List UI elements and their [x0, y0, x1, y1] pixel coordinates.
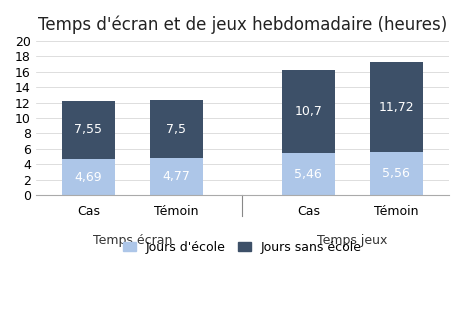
Bar — [150, 158, 202, 195]
Text: 4,77: 4,77 — [162, 171, 190, 183]
Bar — [369, 153, 422, 195]
Text: Temps jeux: Temps jeux — [316, 234, 387, 247]
Bar — [62, 101, 115, 159]
Bar — [282, 70, 334, 153]
Title: Temps d'écran et de jeux hebdomadaire (heures): Temps d'écran et de jeux hebdomadaire (h… — [38, 15, 446, 33]
Bar — [150, 100, 202, 158]
Text: 4,69: 4,69 — [75, 171, 102, 184]
Bar — [62, 159, 115, 195]
Text: Temps écran: Temps écran — [93, 234, 172, 247]
Text: 7,55: 7,55 — [75, 123, 102, 136]
Text: 5,56: 5,56 — [382, 167, 409, 180]
Text: 11,72: 11,72 — [378, 100, 413, 113]
Text: 10,7: 10,7 — [294, 105, 322, 118]
Bar — [369, 62, 422, 153]
Legend: Jours d'école, Jours sans école: Jours d'école, Jours sans école — [118, 236, 366, 259]
Text: 5,46: 5,46 — [294, 168, 321, 181]
Bar — [282, 153, 334, 195]
Text: 7,5: 7,5 — [166, 123, 186, 136]
